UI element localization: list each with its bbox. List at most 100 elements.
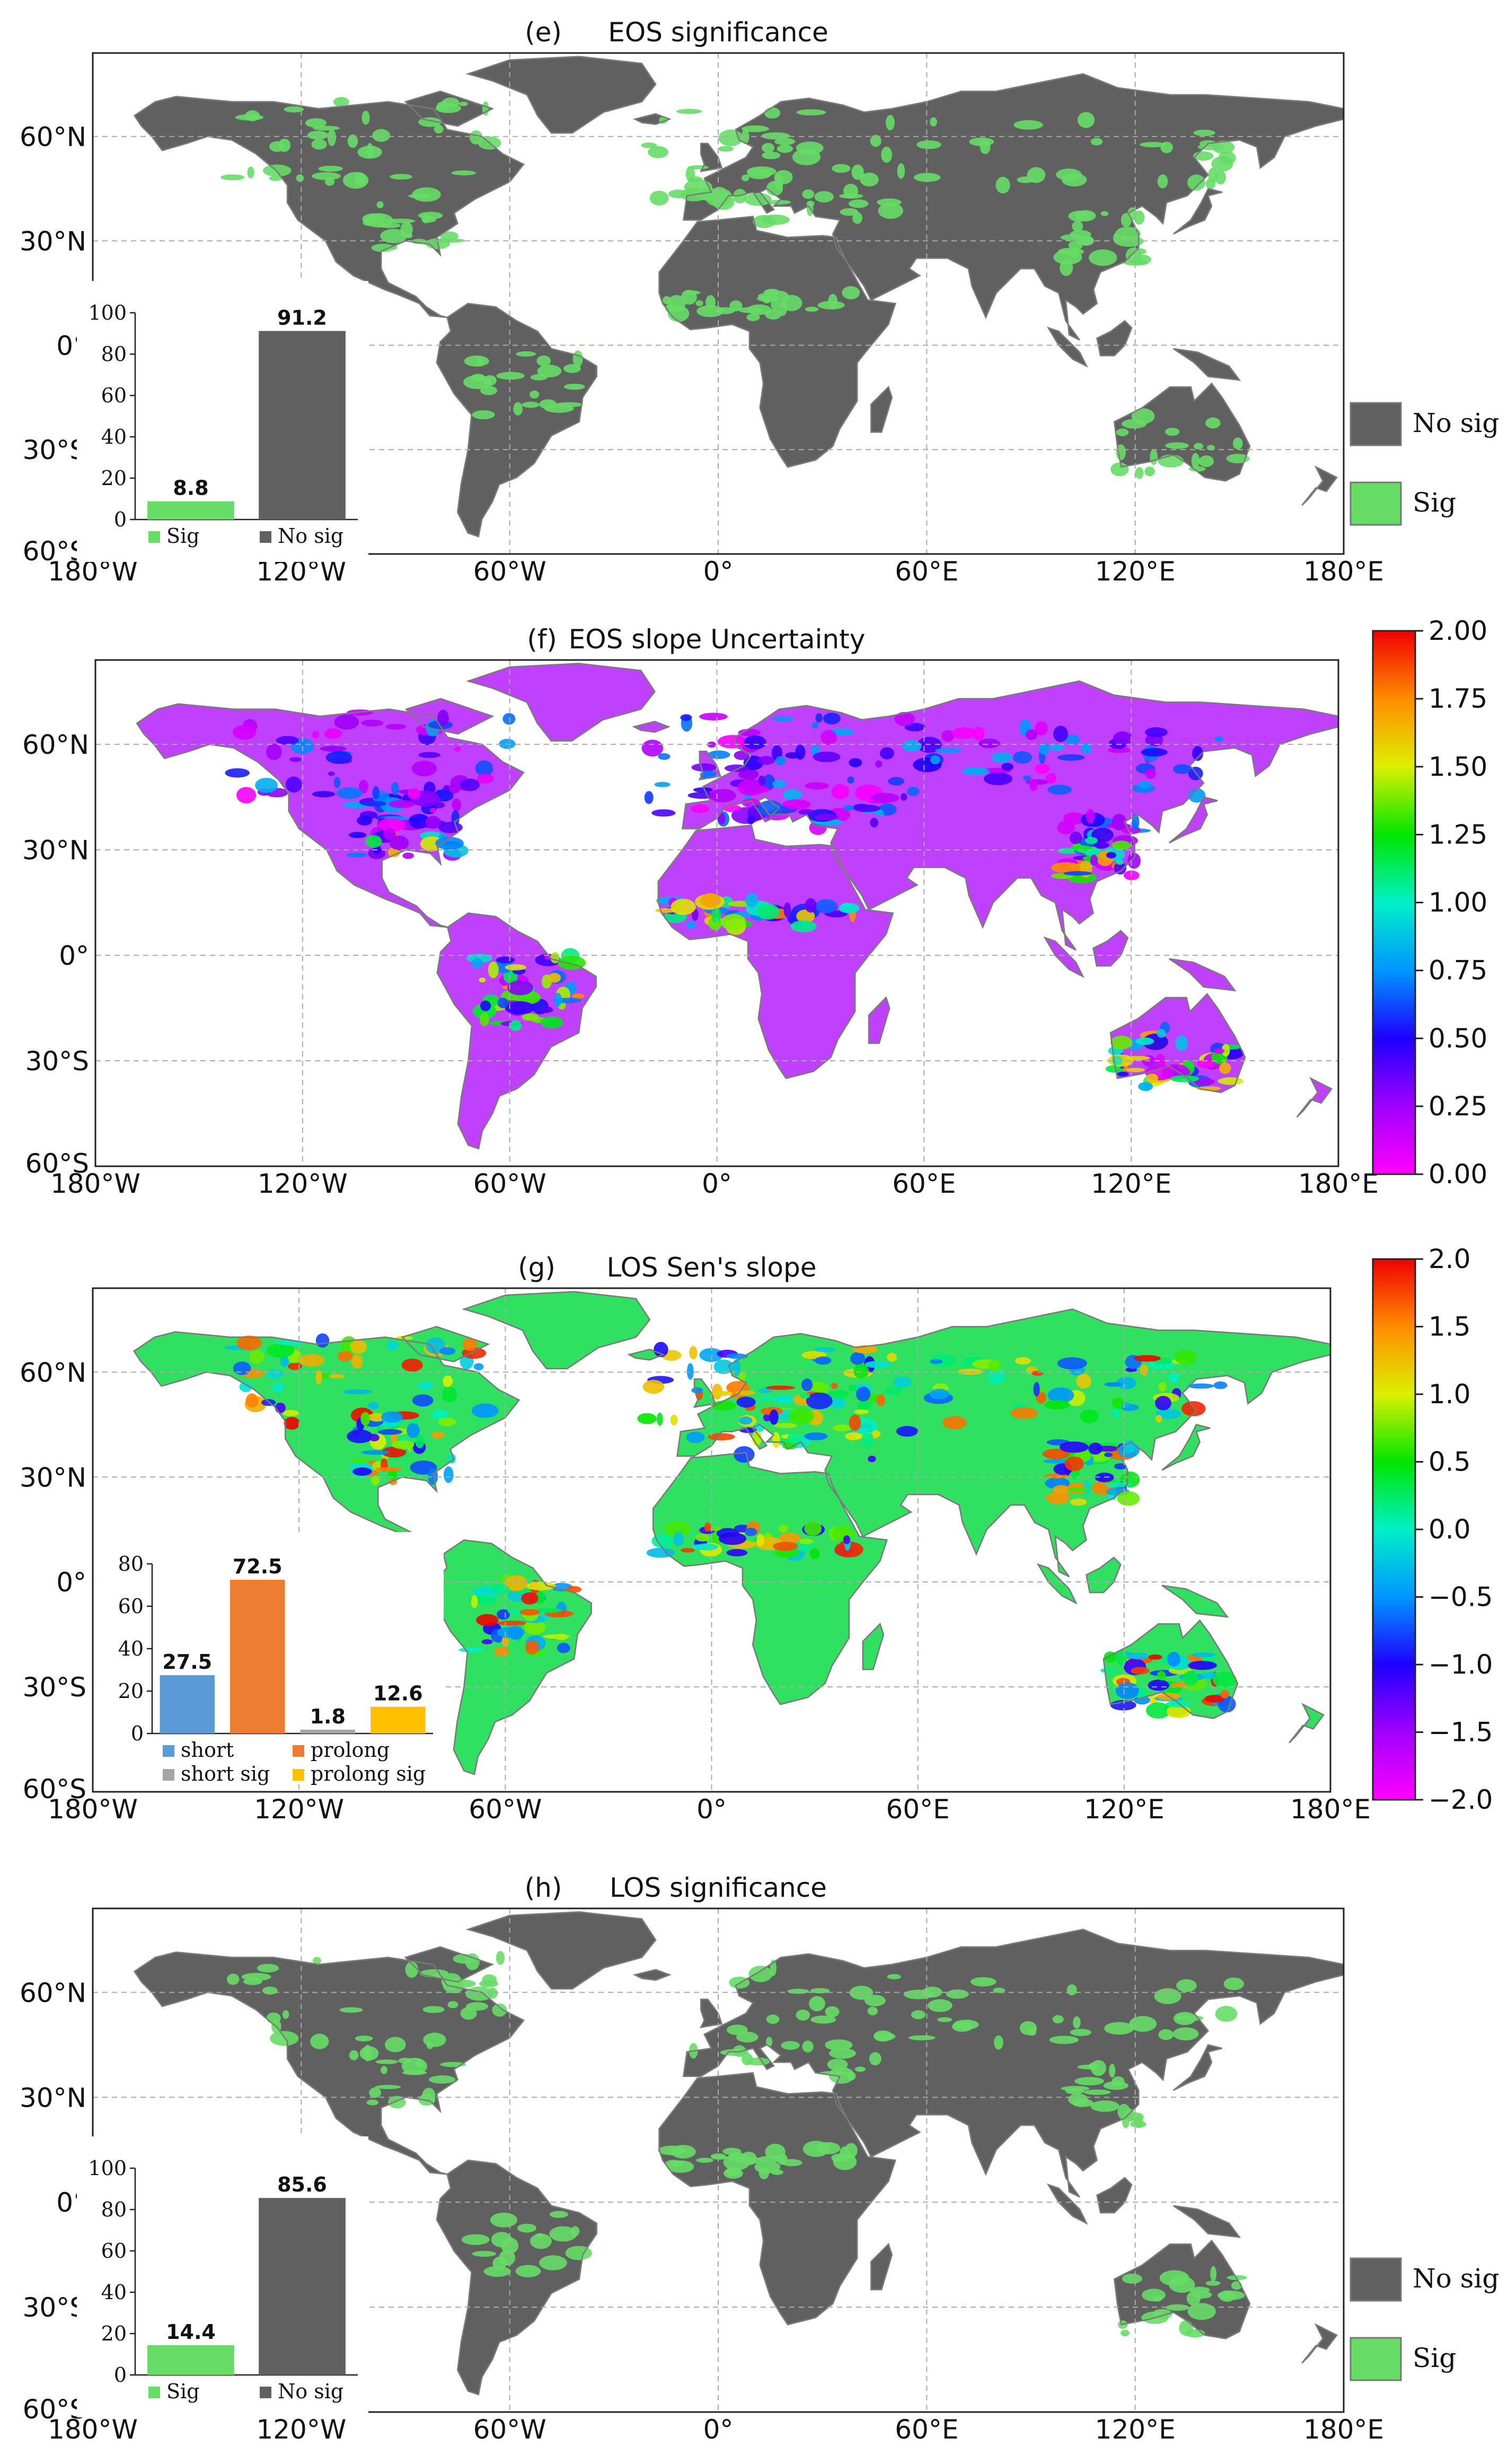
lon-tick-label: 0° <box>703 556 734 587</box>
data-blob <box>805 306 819 312</box>
colorbar-tick-label: 0.50 <box>1428 1023 1487 1054</box>
data-blob <box>385 724 406 730</box>
data-blob <box>695 300 703 306</box>
data-blob <box>1045 773 1057 784</box>
data-blob <box>980 139 991 154</box>
data-blob <box>848 199 869 208</box>
data-blob <box>654 1342 668 1358</box>
data-blob <box>962 767 990 776</box>
data-blob <box>247 166 254 179</box>
data-blob <box>494 1647 509 1657</box>
data-blob <box>713 1359 734 1374</box>
data-blob <box>1129 1652 1149 1660</box>
data-blob <box>1133 210 1145 225</box>
data-blob <box>554 992 562 1007</box>
data-blob <box>1194 1078 1215 1086</box>
data-blob <box>461 2234 490 2245</box>
data-blob <box>479 1595 495 1605</box>
data-blob <box>887 1352 897 1362</box>
data-blob <box>548 973 561 983</box>
data-blob <box>549 2226 577 2242</box>
data-blob <box>840 208 859 216</box>
data-blob <box>1172 2027 1199 2041</box>
data-blob <box>916 140 941 149</box>
data-blob <box>350 1340 367 1354</box>
data-blob <box>831 1383 838 1389</box>
data-blob <box>411 760 437 777</box>
lat-tick-label: 30°N <box>22 835 89 866</box>
data-blob <box>736 1396 756 1408</box>
data-blob <box>1114 1463 1127 1470</box>
data-blob <box>1198 455 1214 468</box>
data-blob <box>865 1995 886 2007</box>
data-blob <box>685 166 695 182</box>
data-blob <box>359 779 368 794</box>
data-blob <box>1117 1491 1140 1506</box>
data-blob <box>893 1376 912 1388</box>
data-blob <box>1167 1651 1180 1667</box>
data-blob <box>1116 1377 1136 1389</box>
data-blob <box>460 778 480 791</box>
data-blob <box>717 735 747 749</box>
data-blob <box>540 1016 563 1029</box>
data-blob <box>463 375 492 389</box>
data-blob <box>787 1988 809 1994</box>
data-blob <box>422 2006 445 2013</box>
data-blob <box>1049 2036 1079 2044</box>
data-blob <box>1104 1452 1113 1457</box>
data-blob <box>1133 1695 1150 1705</box>
data-blob <box>372 129 391 142</box>
data-blob <box>787 1432 803 1444</box>
coastline-baffin <box>401 1326 490 1362</box>
data-blob <box>930 755 941 764</box>
data-blob <box>777 2153 788 2165</box>
inset-y-tick-label: 0 <box>131 1722 144 1745</box>
data-blob <box>656 1412 663 1426</box>
legend-label: No sig <box>1413 408 1499 438</box>
data-blob <box>549 2211 568 2218</box>
data-blob <box>708 1433 735 1441</box>
data-blob <box>365 835 382 848</box>
data-blob <box>763 1413 771 1422</box>
data-blob <box>802 2141 830 2157</box>
data-blob <box>349 832 366 838</box>
data-blob <box>930 1359 943 1364</box>
data-blob <box>695 1534 710 1542</box>
data-blob <box>1140 1364 1148 1376</box>
coastline-sumatra <box>1043 936 1084 978</box>
data-blob <box>388 800 416 808</box>
colorbar-tick-label: 2.0 <box>1428 1244 1471 1274</box>
landmass-iceland <box>632 720 671 733</box>
data-blob <box>804 1521 822 1536</box>
coastline-japan <box>1161 1423 1211 1471</box>
data-blob <box>1103 2081 1128 2090</box>
data-blob <box>415 2058 424 2069</box>
data-blob <box>764 107 781 119</box>
data-blob <box>908 2035 936 2040</box>
data-blob <box>801 1378 813 1392</box>
data-blob <box>848 1385 858 1392</box>
data-blob <box>1158 2029 1174 2040</box>
data-blob <box>333 97 349 107</box>
data-blob <box>798 809 815 815</box>
data-blob <box>896 1425 918 1437</box>
data-blob <box>368 1413 386 1422</box>
data-blob <box>288 1362 302 1370</box>
data-blob <box>381 2066 387 2074</box>
data-blob <box>1145 768 1156 779</box>
data-blob <box>481 1639 493 1644</box>
data-blob <box>810 2016 836 2024</box>
data-blob <box>744 735 766 750</box>
data-blob <box>774 138 796 145</box>
data-blob <box>806 1392 833 1410</box>
lat-tick-label: 30°S <box>23 435 86 465</box>
data-blob <box>1063 871 1092 876</box>
data-blob <box>788 1408 814 1424</box>
landmass-greenland <box>462 1291 651 1369</box>
data-blob <box>448 1453 456 1464</box>
data-blob <box>1090 855 1098 866</box>
coastline-uk <box>698 751 721 781</box>
inset-y-tick-label: 20 <box>101 2322 127 2345</box>
data-blob <box>276 736 299 745</box>
